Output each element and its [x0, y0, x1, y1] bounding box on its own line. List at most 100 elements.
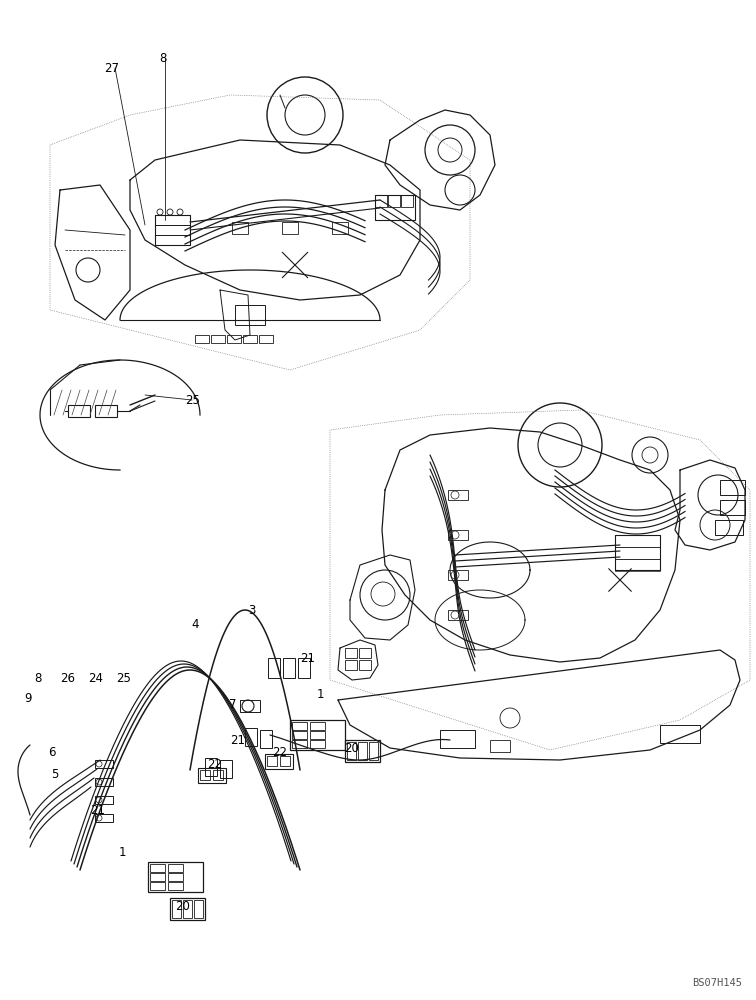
- Text: 21: 21: [300, 652, 315, 664]
- Bar: [168, 873, 183, 881]
- Bar: [388, 195, 400, 207]
- Bar: [95, 405, 117, 417]
- Text: 24: 24: [88, 672, 104, 684]
- Bar: [172, 900, 181, 918]
- Bar: [345, 648, 357, 658]
- Bar: [170, 898, 205, 920]
- Bar: [148, 862, 203, 892]
- Text: 27: 27: [104, 62, 119, 75]
- Bar: [332, 222, 348, 234]
- Bar: [155, 225, 190, 235]
- Bar: [359, 660, 371, 670]
- Bar: [345, 660, 357, 670]
- Bar: [282, 222, 298, 234]
- Bar: [359, 648, 371, 658]
- Text: 1: 1: [316, 688, 324, 702]
- Bar: [347, 742, 356, 760]
- Bar: [448, 490, 468, 500]
- Bar: [720, 500, 745, 515]
- Bar: [280, 756, 290, 766]
- Bar: [375, 195, 387, 207]
- Bar: [292, 740, 307, 748]
- Bar: [268, 658, 280, 678]
- Bar: [232, 222, 248, 234]
- Bar: [290, 720, 345, 750]
- Bar: [448, 530, 468, 540]
- Text: 21: 21: [231, 734, 246, 746]
- Bar: [720, 480, 745, 495]
- Bar: [95, 814, 113, 822]
- Bar: [283, 658, 295, 678]
- Bar: [220, 760, 232, 778]
- Bar: [240, 700, 260, 712]
- Bar: [715, 520, 743, 535]
- Bar: [310, 731, 325, 739]
- Bar: [448, 610, 468, 620]
- Bar: [150, 873, 165, 881]
- Bar: [369, 742, 378, 760]
- Bar: [615, 535, 660, 570]
- Bar: [95, 760, 113, 768]
- Bar: [227, 335, 241, 343]
- Text: 3: 3: [248, 603, 256, 616]
- Bar: [155, 215, 190, 225]
- Text: 22: 22: [207, 758, 222, 772]
- Text: 25: 25: [116, 672, 132, 684]
- Bar: [213, 770, 223, 780]
- Bar: [298, 658, 310, 678]
- Bar: [259, 335, 273, 343]
- Bar: [150, 882, 165, 890]
- Bar: [194, 900, 203, 918]
- Text: 25: 25: [185, 393, 200, 406]
- Text: BS07H145: BS07H145: [692, 978, 742, 988]
- Bar: [310, 722, 325, 730]
- Bar: [615, 535, 660, 547]
- Bar: [205, 758, 217, 776]
- Bar: [310, 740, 325, 748]
- Bar: [168, 864, 183, 872]
- Text: 9: 9: [24, 692, 32, 704]
- Text: 7: 7: [229, 698, 237, 712]
- Bar: [211, 335, 225, 343]
- Bar: [68, 405, 90, 417]
- Bar: [95, 796, 113, 804]
- Bar: [440, 730, 475, 748]
- Bar: [155, 235, 190, 245]
- Bar: [660, 725, 700, 743]
- Text: 6: 6: [48, 746, 56, 760]
- Text: 20: 20: [175, 900, 191, 912]
- Bar: [358, 742, 367, 760]
- Bar: [615, 559, 660, 571]
- Text: 4: 4: [191, 618, 199, 632]
- Bar: [615, 547, 660, 559]
- Bar: [95, 778, 113, 786]
- Bar: [168, 882, 183, 890]
- Text: 8: 8: [34, 672, 42, 684]
- Bar: [200, 770, 210, 780]
- Bar: [267, 756, 277, 766]
- Bar: [448, 570, 468, 580]
- Bar: [345, 740, 380, 762]
- Bar: [292, 731, 307, 739]
- Bar: [292, 722, 307, 730]
- Bar: [375, 195, 415, 220]
- Text: 21: 21: [91, 804, 106, 816]
- Bar: [235, 305, 265, 325]
- Bar: [490, 740, 510, 752]
- Bar: [243, 335, 257, 343]
- Bar: [260, 730, 272, 748]
- Text: 5: 5: [51, 768, 59, 782]
- Text: 22: 22: [272, 746, 287, 758]
- Text: 1: 1: [118, 846, 125, 859]
- Bar: [155, 215, 190, 245]
- Bar: [195, 335, 209, 343]
- Bar: [183, 900, 192, 918]
- Bar: [245, 728, 257, 746]
- Bar: [150, 864, 165, 872]
- Text: 26: 26: [60, 672, 76, 684]
- Text: 20: 20: [345, 742, 359, 754]
- Bar: [265, 754, 293, 769]
- Text: 8: 8: [160, 51, 166, 64]
- Bar: [198, 768, 226, 783]
- Bar: [401, 195, 413, 207]
